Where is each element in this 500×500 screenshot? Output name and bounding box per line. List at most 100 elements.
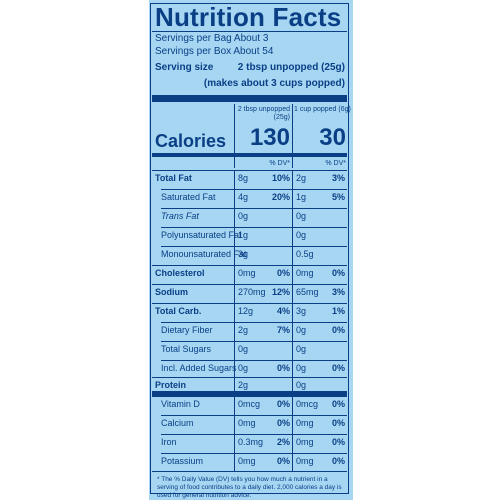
row-divider <box>161 341 347 342</box>
nutrient-row: Sodium 270mg 12% 65mg 3% <box>152 284 347 303</box>
col1-divider <box>234 170 235 391</box>
row-divider <box>152 377 347 378</box>
nutrient-row: Iron 0.3mg 2% 0mg 0% <box>152 434 347 453</box>
dv-col1: 0% <box>276 363 290 373</box>
dv-col2: 0% <box>331 325 345 335</box>
dv-col1: 0% <box>276 456 290 466</box>
servings-per-bag: Servings per Bag About 3 <box>155 33 269 44</box>
nutrient-label: Calcium <box>161 418 194 428</box>
nutrient-label: Saturated Fat <box>161 192 216 202</box>
nutrient-row: Monounsaturated Fat 3g 0.5g <box>152 246 347 265</box>
amount-col2: 0g <box>296 211 307 221</box>
col2-divider <box>292 170 293 391</box>
row-divider <box>161 322 347 323</box>
servings-per-box: Servings per Box About 54 <box>155 46 274 57</box>
footnote-rule <box>152 471 347 472</box>
nutrient-label: Monounsaturated Fat <box>161 249 247 259</box>
amount-col2: 0mg <box>296 418 314 428</box>
dv-col1: 7% <box>276 325 290 335</box>
nutrient-label: Iron <box>161 437 177 447</box>
nutrient-row: Total Sugars 0g 0g <box>152 341 347 360</box>
nutrient-label: Sodium <box>155 287 188 297</box>
amount-col2: 3g <box>296 306 307 316</box>
amount-col1: 0mg <box>238 268 256 278</box>
dv-col1: 20% <box>271 192 290 202</box>
amount-col1: 0g <box>238 363 249 373</box>
nutrient-row: Total Carb. 12g 4% 3g 1% <box>152 303 347 322</box>
amount-col2: 0g <box>296 230 307 240</box>
row-divider <box>152 303 347 304</box>
amount-col1: 0.3mg <box>238 437 264 447</box>
row-divider <box>161 360 347 361</box>
nutrient-label: Potassium <box>161 456 204 466</box>
nutrient-row: Total Fat 8g 10% 2g 3% <box>152 170 347 189</box>
dv-col2: 0% <box>331 399 345 409</box>
amount-col1: 0mg <box>238 418 256 428</box>
nutrient-row: Incl. Added Sugars 0g 0% 0g 0% <box>152 360 347 377</box>
nutrient-label: Dietary Fiber <box>161 325 213 335</box>
col1-divider-top <box>234 104 235 168</box>
amount-col1: 0g <box>238 211 249 221</box>
amount-col1: 2g <box>238 380 249 390</box>
col1-header: 2 tbsp unpopped <box>237 106 290 113</box>
thick-rule-bottom <box>152 391 347 396</box>
dv-header-col1: % DV* <box>269 160 290 167</box>
amount-col2: 0mg <box>296 437 314 447</box>
nutrient-row: Vitamin D 0mcg 0% 0mcg 0% <box>152 396 347 415</box>
col2-divider-top <box>292 104 293 168</box>
title-rule <box>152 31 347 32</box>
amount-col1: 270mg <box>238 287 266 297</box>
row-divider <box>161 189 347 190</box>
amount-col1: 1g <box>238 230 249 240</box>
nutrient-row: Saturated Fat 4g 20% 1g 5% <box>152 189 347 208</box>
calories-label: Calories <box>155 131 227 151</box>
calories-col1: 130 <box>249 124 290 151</box>
nutrient-label: Total Carb. <box>155 306 202 316</box>
row-divider <box>161 415 347 416</box>
dv-col1: 0% <box>276 418 290 428</box>
dv-col2: 3% <box>331 173 345 183</box>
amount-col2: 0mg <box>296 456 314 466</box>
row-divider <box>152 284 347 285</box>
nutrition-label-border <box>150 3 349 494</box>
amount-col1: 0mg <box>238 456 256 466</box>
serving-size-label: Serving size <box>155 62 214 73</box>
nutrient-row: Cholesterol 0mg 0% 0mg 0% <box>152 265 347 284</box>
row-divider <box>161 208 347 209</box>
col1-divider-vitamins <box>234 396 235 471</box>
nutrient-label: Protein <box>155 380 187 390</box>
row-divider <box>152 396 347 397</box>
dv-col2: 1% <box>331 306 345 316</box>
nutrient-row: Dietary Fiber 2g 7% 0g 0% <box>152 322 347 341</box>
amount-col1: 12g <box>238 306 254 316</box>
dv-col2: 0% <box>331 418 345 428</box>
dv-col1: 2% <box>276 437 290 447</box>
dv-header-col2: % DV* <box>325 160 346 167</box>
col1-header-sub: (25g) <box>273 114 290 121</box>
serving-size-note: (makes about 3 cups popped) <box>203 78 345 89</box>
amount-col1: 8g <box>238 173 249 183</box>
nutrient-row: Calcium 0mg 0% 0mg 0% <box>152 415 347 434</box>
dv-col1: 10% <box>271 173 290 183</box>
row-divider <box>152 265 347 266</box>
amount-col1: 3g <box>238 249 249 259</box>
amount-col2: 0g <box>296 363 307 373</box>
calories-rule <box>152 153 347 157</box>
col2-header: 1 cup popped (6g) <box>294 106 351 113</box>
amount-col1: 2g <box>238 325 249 335</box>
amount-col2: 0g <box>296 344 307 354</box>
dv-col1: 12% <box>271 287 290 297</box>
dv-col2: 0% <box>331 456 345 466</box>
amount-col2: 65mg <box>296 287 319 297</box>
dv-col2: 3% <box>331 287 345 297</box>
nutrient-label: Total Sugars <box>161 344 212 354</box>
label-background <box>149 0 353 500</box>
row-divider <box>161 227 347 228</box>
amount-col2: 0g <box>296 325 307 335</box>
nutrient-row: Polyunsaturated Fat 1g 0g <box>152 227 347 246</box>
nutrient-row: Protein 2g 0g <box>152 377 347 391</box>
dv-col1: 0% <box>276 268 290 278</box>
row-divider <box>161 453 347 454</box>
row-divider <box>152 170 347 171</box>
amount-col2: 1g <box>296 192 307 202</box>
